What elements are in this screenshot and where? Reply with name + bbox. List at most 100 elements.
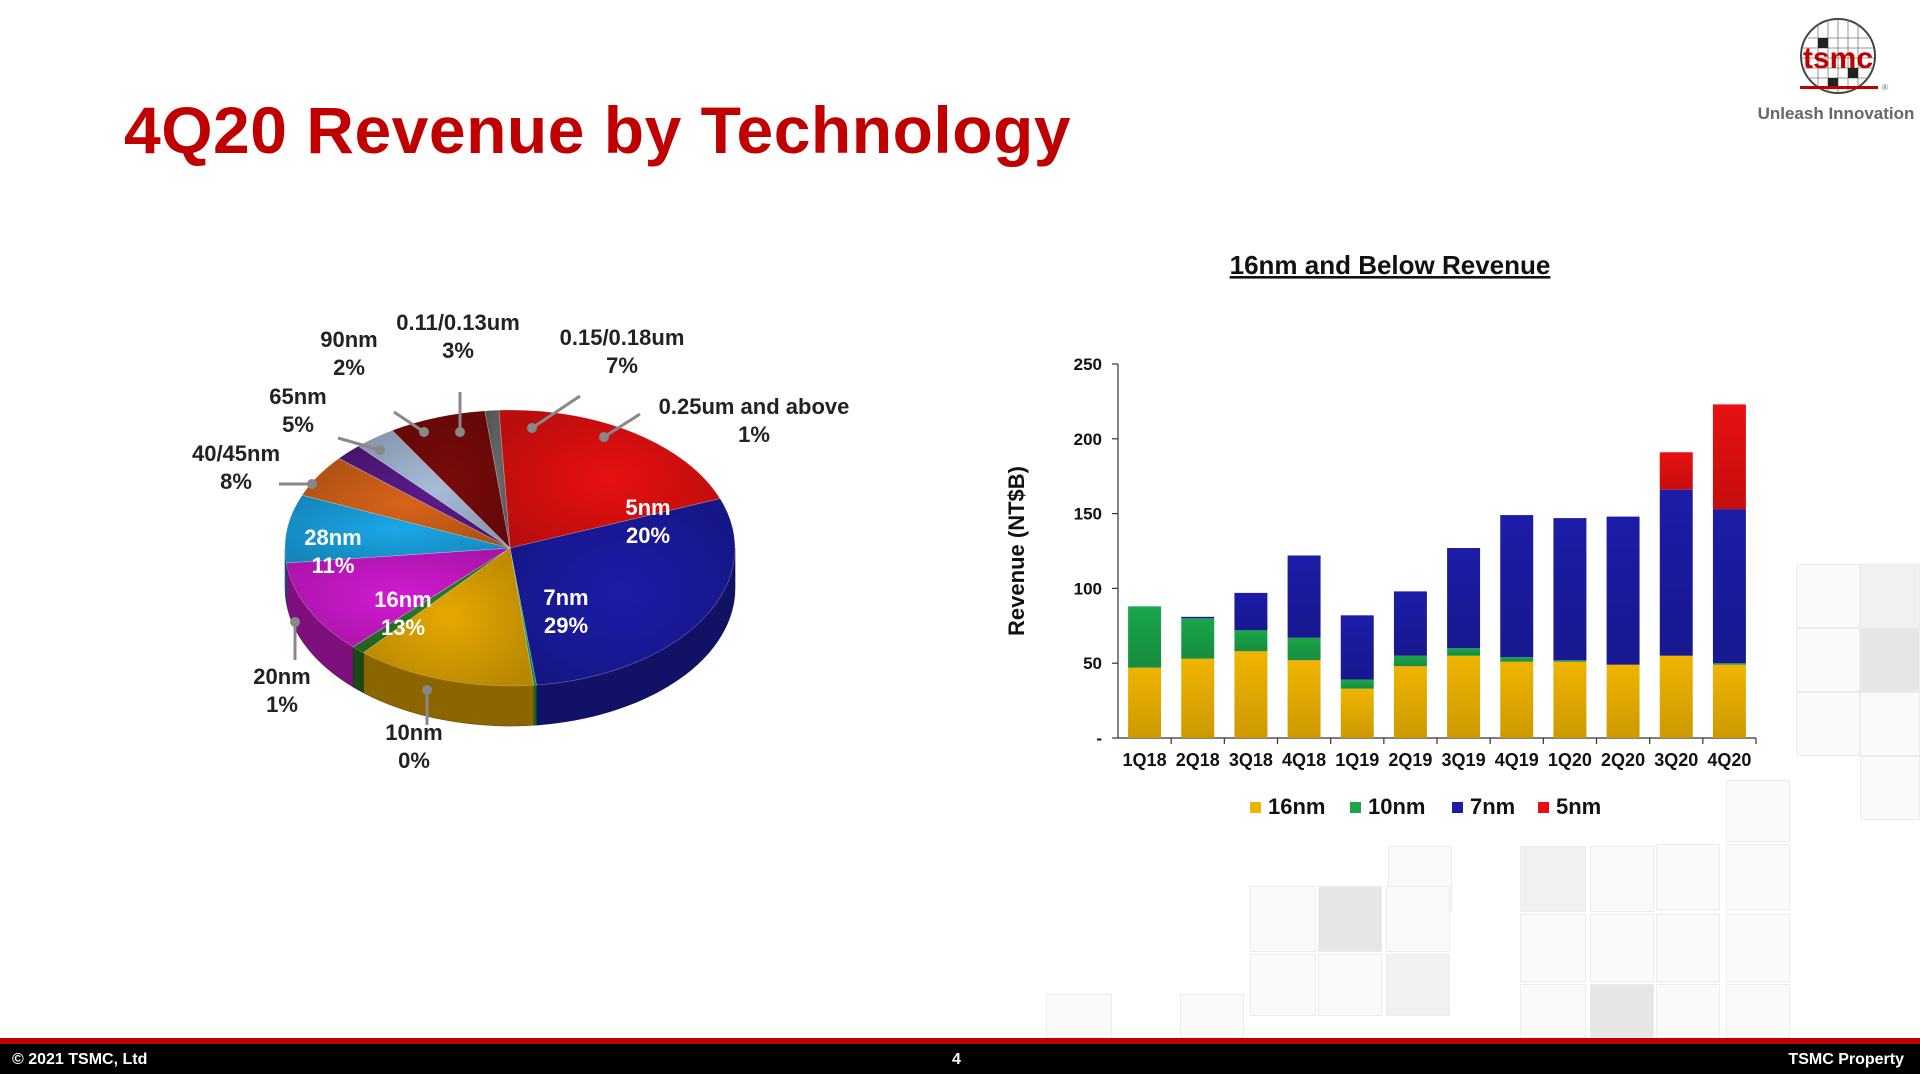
deco-square bbox=[1726, 984, 1790, 1038]
legend-swatch-5nm bbox=[1538, 802, 1549, 813]
legend-label-7nm: 7nm bbox=[1470, 794, 1515, 819]
deco-square bbox=[1726, 780, 1790, 842]
deco-square bbox=[1796, 692, 1860, 756]
pie-slice-28nm bbox=[285, 547, 511, 648]
x-tick-label: 1Q20 bbox=[1548, 750, 1592, 770]
pie-label-0-25um-and-above: 0.25um and above bbox=[659, 394, 850, 419]
bar-10nm-3q19 bbox=[1447, 648, 1481, 656]
bar-5nm-3q20 bbox=[1659, 452, 1693, 490]
pie-pct-90nm: 2% bbox=[333, 355, 365, 380]
logo-wordmark: tsmc bbox=[1803, 42, 1873, 75]
pie-leader-65nm bbox=[337, 436, 381, 452]
y-tick-label: 50 bbox=[1083, 654, 1102, 673]
pie-leader-dot-10nm bbox=[422, 685, 432, 695]
pie-leader-0-25um-and-above bbox=[603, 412, 641, 439]
deco-square bbox=[1590, 914, 1654, 982]
x-tick-label: 1Q18 bbox=[1123, 750, 1167, 770]
pie-pct-5nm: 20% bbox=[626, 523, 670, 548]
x-tick-label: 4Q18 bbox=[1282, 750, 1326, 770]
deco-square bbox=[1796, 628, 1860, 692]
bar-16nm-1q20 bbox=[1553, 661, 1587, 738]
bar-16nm-4q18 bbox=[1287, 660, 1321, 738]
x-tick-label: 1Q19 bbox=[1335, 750, 1379, 770]
bar-7nm-1q19 bbox=[1340, 615, 1374, 680]
y-tick-label: 250 bbox=[1074, 355, 1102, 374]
legend-swatch-10nm bbox=[1350, 802, 1361, 813]
deco-square bbox=[1796, 564, 1860, 628]
pie-side-20nm bbox=[352, 646, 364, 694]
logo-registered: ® bbox=[1882, 83, 1888, 92]
bar-16nm-3q18 bbox=[1234, 651, 1268, 738]
pie-side-10nm bbox=[533, 684, 537, 726]
footer-divider bbox=[0, 1038, 1920, 1044]
pie-slice-16nm bbox=[362, 547, 535, 687]
deco-square bbox=[1520, 984, 1586, 1038]
deco-square bbox=[1590, 984, 1654, 1038]
revenue-bar-chart: 16nm and Below Revenue Revenue (NT$B) - 50 1… bbox=[1004, 250, 1757, 819]
legend-swatch-16nm bbox=[1250, 802, 1261, 813]
x-tick-label: 4Q20 bbox=[1707, 750, 1751, 770]
pie-pct-0-25um-and-above: 1% bbox=[738, 422, 770, 447]
deco-square bbox=[1590, 846, 1654, 912]
deco-square bbox=[1520, 914, 1586, 982]
deco-square bbox=[1180, 994, 1244, 1038]
footer: © 2021 TSMC, Ltd 4 TSMC Property bbox=[0, 1044, 1920, 1074]
bar-7nm-3q20 bbox=[1659, 489, 1693, 656]
pie-pct-0-15-0-18um: 7% bbox=[606, 353, 638, 378]
x-tick-label: 2Q19 bbox=[1388, 750, 1432, 770]
pie-leader-dot-40-45nm bbox=[307, 479, 317, 489]
pie-label-7nm: 7nm bbox=[543, 585, 588, 610]
bar-7nm-3q18 bbox=[1234, 592, 1268, 631]
pie-pct-28nm: 11% bbox=[312, 553, 355, 578]
deco-square bbox=[1656, 914, 1720, 982]
pie-label-5nm: 5nm bbox=[625, 495, 670, 520]
pie-top bbox=[284, 409, 736, 687]
bar-chart-title: 16nm and Below Revenue bbox=[1230, 250, 1551, 280]
pie-label-16nm: 16nm bbox=[374, 587, 431, 612]
deco-square bbox=[1250, 886, 1316, 952]
y-tick-label: - bbox=[1096, 729, 1102, 748]
y-tick-label: 150 bbox=[1074, 505, 1102, 524]
x-tick-label: 4Q19 bbox=[1495, 750, 1539, 770]
bar-7nm-4q20 bbox=[1712, 509, 1746, 664]
pie-label-0-11-0-13um: 0.11/0.13um bbox=[396, 310, 520, 335]
pie-slice-0-11-0-13um bbox=[357, 430, 511, 549]
bar-7nm-2q20 bbox=[1606, 516, 1640, 665]
deco-square bbox=[1656, 844, 1720, 910]
bar-16nm-3q19 bbox=[1447, 655, 1481, 738]
pie-label-40-45nm: 40/45nm bbox=[192, 441, 280, 466]
pie-leader-0-15-0-18um bbox=[531, 394, 581, 430]
deco-square bbox=[1860, 756, 1920, 820]
pie-pct-0-11-0-13um: 3% bbox=[442, 338, 474, 363]
deco-square bbox=[1726, 844, 1790, 910]
bar-10nm-4q18 bbox=[1287, 637, 1321, 661]
bar-7nm-4q18 bbox=[1287, 555, 1321, 638]
pie-pct-20nm: 1% bbox=[266, 692, 298, 717]
y-tick-label: 200 bbox=[1074, 430, 1102, 449]
pie-pct-10nm: 0% bbox=[398, 748, 430, 773]
x-tick-label: 2Q18 bbox=[1176, 750, 1220, 770]
deco-square bbox=[1250, 954, 1316, 1016]
pie-leader-90nm bbox=[393, 410, 425, 434]
x-tick-label: 3Q19 bbox=[1442, 750, 1486, 770]
bar-16nm-2q19 bbox=[1393, 666, 1427, 738]
pie-slice-65nm bbox=[301, 458, 511, 549]
bar-10nm-3q18 bbox=[1234, 630, 1268, 652]
deco-square bbox=[1386, 886, 1450, 952]
pie-label-90nm: 90nm bbox=[320, 327, 377, 352]
pie-leader-dot-0-15-0-18um bbox=[527, 423, 537, 433]
wafer-icon bbox=[1800, 18, 1876, 94]
deco-square bbox=[1726, 914, 1790, 982]
bar-10nm-2q18 bbox=[1181, 618, 1215, 659]
pie-slice-20nm bbox=[352, 547, 511, 654]
pie-slice-5nm bbox=[498, 409, 721, 549]
pie-labels: 5nm 20% 7nm 29% 10nm 0% 16nm 13% 20nm 1% 28nm 11% 40… bbox=[192, 310, 849, 773]
legend-label-16nm: 16nm bbox=[1268, 794, 1325, 819]
bar-16nm-4q20 bbox=[1712, 664, 1746, 738]
deco-square bbox=[1386, 954, 1450, 1016]
bar-16nm-4q19 bbox=[1500, 661, 1534, 738]
bar-10nm-2q19 bbox=[1393, 655, 1427, 667]
tsmc-logo: tsmc ® bbox=[1800, 18, 1888, 94]
pie-slice-0-25um-and-above bbox=[484, 409, 511, 549]
bar-16nm-3q20 bbox=[1659, 655, 1693, 738]
